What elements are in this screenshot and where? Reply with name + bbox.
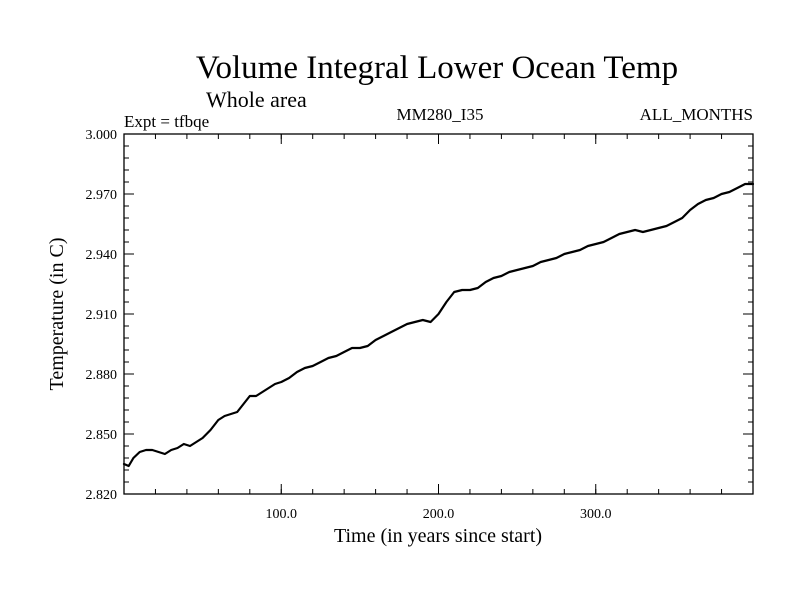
x-tick-label: 200.0 <box>423 507 455 522</box>
y-tick-label: 2.820 <box>86 488 118 503</box>
tick-labels: 2.820 2.850 2.880 2.910 2.940 2.970 3.000 100.0… <box>86 128 612 522</box>
y-tick-label: 3.000 <box>86 128 118 143</box>
y-tick-label: 2.880 <box>86 368 118 383</box>
run-label: MM280_I35 <box>397 105 484 124</box>
chart-subtitle: Whole area <box>206 87 307 112</box>
period-label: ALL_MONTHS <box>640 105 753 124</box>
y-axis-label: Temperature (in C) <box>46 238 68 391</box>
experiment-label: Expt = tfbqe <box>124 112 209 131</box>
plot-frame <box>123 133 754 495</box>
x-axis-label: Time (in years since start) <box>334 525 542 547</box>
series-line <box>122 182 755 468</box>
y-tick-label: 2.940 <box>86 248 118 263</box>
chart-title: Volume Integral Lower Ocean Temp <box>196 50 678 86</box>
x-tick-label: 100.0 <box>266 507 298 522</box>
x-tick-label: 300.0 <box>580 507 612 522</box>
y-tick-label: 2.910 <box>86 308 118 323</box>
y-tick-label: 2.850 <box>86 428 118 443</box>
y-tick-label: 2.970 <box>86 188 118 203</box>
